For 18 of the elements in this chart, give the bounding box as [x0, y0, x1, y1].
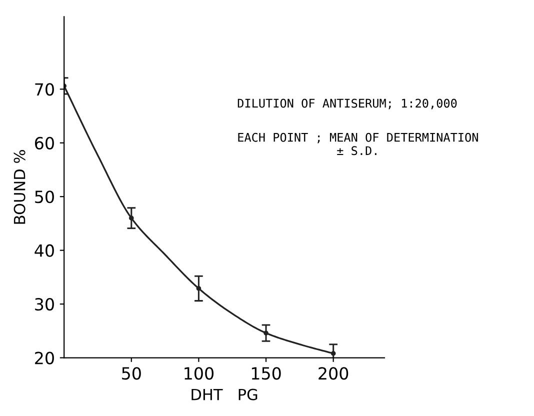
y-tick-label: 60 [35, 136, 54, 150]
point [196, 286, 202, 291]
x-tick-label: 150 [252, 367, 281, 380]
x-tick-label: 50 [122, 367, 141, 380]
point [264, 330, 268, 336]
x-axis-title: DHT PG [192, 388, 258, 400]
y-tick-label: 50 [35, 190, 54, 204]
point [330, 351, 336, 356]
point [128, 216, 134, 221]
y-tick-label: 40 [34, 244, 54, 257]
annotation: EACH POINT ; MEAN OF DETERMINATION ± S.D. [238, 132, 478, 156]
y-axis-title: BOUND % [14, 150, 26, 224]
y-tick-label: 20 [35, 352, 54, 364]
x-tick-label: 100 [184, 367, 214, 380]
x-tick-label: 200 [318, 367, 348, 380]
y-tick-label: 30 [35, 298, 54, 311]
annotation: DILUTION OF ANTISERUM; 1:20,000 [238, 98, 457, 110]
y-tick-label: 70 [35, 83, 54, 96]
